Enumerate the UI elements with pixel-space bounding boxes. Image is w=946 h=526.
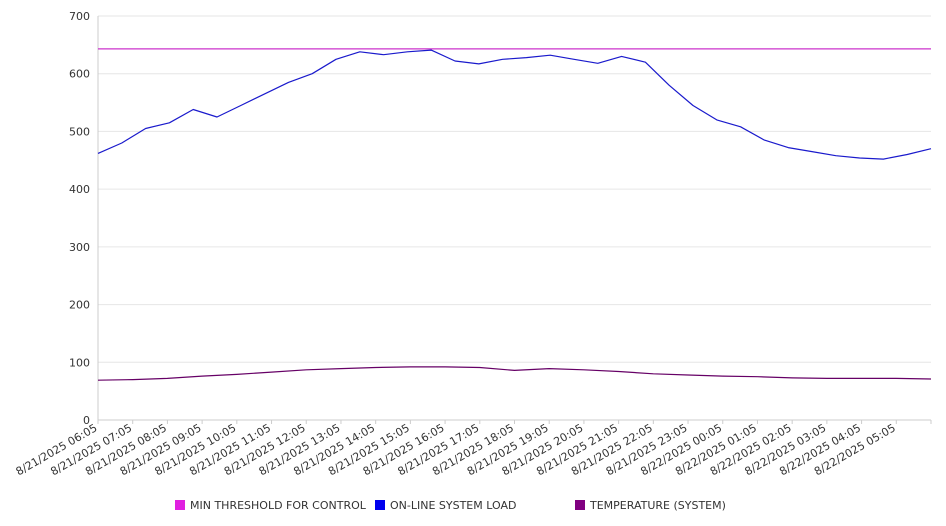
- legend-item-min-threshold[interactable]: MIN THRESHOLD FOR CONTROL: [175, 498, 366, 512]
- legend-swatch: [175, 500, 185, 510]
- legend-label: TEMPERATURE (SYSTEM): [590, 498, 726, 512]
- series-lines: [97, 48, 932, 381]
- y-tick-label: 0: [83, 414, 90, 427]
- axes: [97, 16, 931, 421]
- y-tick-label: 500: [69, 125, 90, 138]
- legend-swatch: [575, 500, 585, 510]
- series-line-2: [97, 366, 932, 381]
- series-line-1: [97, 49, 932, 160]
- legend-item-temperature[interactable]: TEMPERATURE (SYSTEM): [575, 498, 726, 512]
- y-tick-label: 200: [69, 299, 90, 312]
- y-tick-label: 700: [69, 10, 90, 23]
- legend-label: MIN THRESHOLD FOR CONTROL: [190, 498, 366, 512]
- y-tick-label: 600: [69, 68, 90, 81]
- legend-swatch: [375, 500, 385, 510]
- legend-item-system-load[interactable]: ON-LINE SYSTEM LOAD: [375, 498, 516, 512]
- grid-lines: [98, 15, 931, 363]
- x-axis-ticks: 8/21/2025 06:058/21/2025 07:058/21/2025 …: [14, 420, 932, 478]
- y-axis-ticks: 0 100 200 300 400 500 600 700: [69, 10, 90, 427]
- y-tick-label: 300: [69, 241, 90, 254]
- y-tick-label: 400: [69, 183, 90, 196]
- y-tick-label: 100: [69, 356, 90, 369]
- legend-label: ON-LINE SYSTEM LOAD: [390, 498, 517, 512]
